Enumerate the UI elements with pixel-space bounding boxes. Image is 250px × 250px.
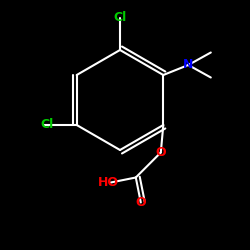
Text: O: O	[136, 196, 146, 209]
Text: Cl: Cl	[114, 11, 127, 24]
Text: HO: HO	[98, 176, 119, 189]
Text: N: N	[183, 58, 194, 71]
Text: O: O	[156, 146, 166, 159]
Text: Cl: Cl	[40, 118, 53, 132]
